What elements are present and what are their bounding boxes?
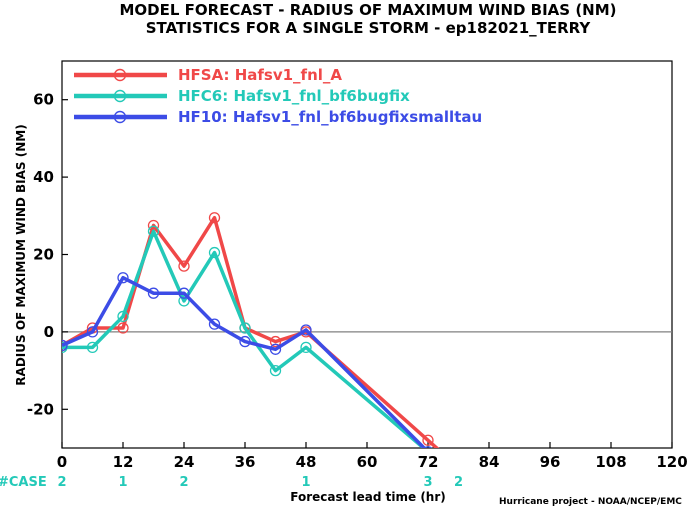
data-point bbox=[422, 434, 434, 446]
series-3 bbox=[62, 272, 433, 448]
x-axis-label: Forecast lead time (hr) bbox=[290, 490, 446, 504]
data-point bbox=[62, 339, 68, 352]
data-point bbox=[300, 341, 312, 354]
x-tick-label: 120 bbox=[656, 453, 687, 471]
legend-marker bbox=[113, 89, 127, 103]
legend-label: HF10: Hafsv1_fnl_bf6bugfixsmalltau bbox=[178, 108, 482, 126]
data-point bbox=[454, 462, 464, 472]
data-point bbox=[147, 287, 160, 299]
legend-marker bbox=[113, 110, 127, 124]
y-axis: -20 0 20 40 60 bbox=[27, 91, 68, 418]
data-point bbox=[269, 335, 282, 348]
series-layer bbox=[62, 212, 464, 472]
data-point bbox=[239, 335, 251, 348]
y-tick-label: 20 bbox=[33, 246, 54, 264]
credit-text: Hurricane project - NOAA/NCEP/EMC bbox=[499, 497, 682, 507]
data-point bbox=[178, 260, 190, 272]
chart-title-line1: MODEL FORECAST - RADIUS OF MAXIMUM WIND … bbox=[119, 1, 616, 19]
data-point bbox=[86, 326, 99, 338]
case-count: 2 bbox=[454, 475, 463, 490]
case-label: #CASE bbox=[0, 475, 47, 490]
y-tick-label: 0 bbox=[44, 323, 54, 341]
series-line bbox=[62, 229, 427, 448]
case-count: 2 bbox=[57, 475, 66, 490]
data-point bbox=[178, 287, 190, 299]
legend-marker bbox=[113, 68, 127, 82]
data-point bbox=[117, 322, 129, 334]
case-counts: 2 1 2 1 3 2 bbox=[57, 475, 463, 490]
x-axis: 0 12 24 36 48 60 72 84 96 108 120 bbox=[57, 442, 688, 471]
x-tick-label: 24 bbox=[174, 453, 195, 471]
x-tick-label: 84 bbox=[479, 453, 500, 471]
x-tick-label: 60 bbox=[357, 453, 378, 471]
data-point bbox=[269, 364, 282, 377]
data-point bbox=[117, 310, 129, 323]
x-tick-label: 36 bbox=[235, 453, 256, 471]
x-tick-label: 108 bbox=[595, 453, 626, 471]
data-point bbox=[117, 272, 129, 284]
x-tick-label: 96 bbox=[540, 453, 561, 471]
x-tick-label: 72 bbox=[418, 453, 439, 471]
y-tick-label: 40 bbox=[33, 168, 54, 186]
data-point bbox=[178, 295, 190, 307]
data-point bbox=[423, 446, 433, 448]
data-point bbox=[239, 322, 251, 334]
legend: HFSA: Hafsv1_fnl_A HFC6: Hafsv1_fnl_bf6bu… bbox=[74, 66, 482, 126]
legend-label: HFC6: Hafsv1_fnl_bf6bugfix bbox=[178, 87, 410, 105]
case-count: 1 bbox=[118, 475, 127, 490]
series-1 bbox=[62, 212, 464, 472]
data-point bbox=[86, 341, 99, 354]
series-line bbox=[62, 215, 440, 448]
data-point bbox=[300, 324, 312, 336]
x-tick-label: 0 bbox=[57, 453, 67, 471]
chart-title-line2: STATISTICS FOR A SINGLE STORM - ep182021… bbox=[146, 19, 592, 37]
data-point bbox=[208, 212, 221, 224]
data-point bbox=[269, 343, 282, 355]
x-tick-label: 48 bbox=[296, 453, 317, 471]
case-count: 2 bbox=[179, 475, 188, 490]
case-count: 3 bbox=[423, 475, 432, 490]
y-tick-label: 60 bbox=[33, 91, 54, 109]
case-count: 1 bbox=[301, 475, 310, 490]
y-tick-label: -20 bbox=[27, 400, 54, 418]
data-point bbox=[208, 318, 221, 330]
series-line bbox=[62, 275, 427, 448]
y-axis-label: RADIUS OF MAXIMUM WIND BIAS (NM) bbox=[14, 124, 28, 385]
data-point bbox=[208, 246, 221, 259]
x-tick-label: 12 bbox=[113, 453, 134, 471]
data-point bbox=[147, 225, 160, 237]
legend-label: HFSA: Hafsv1_fnl_A bbox=[178, 66, 342, 84]
